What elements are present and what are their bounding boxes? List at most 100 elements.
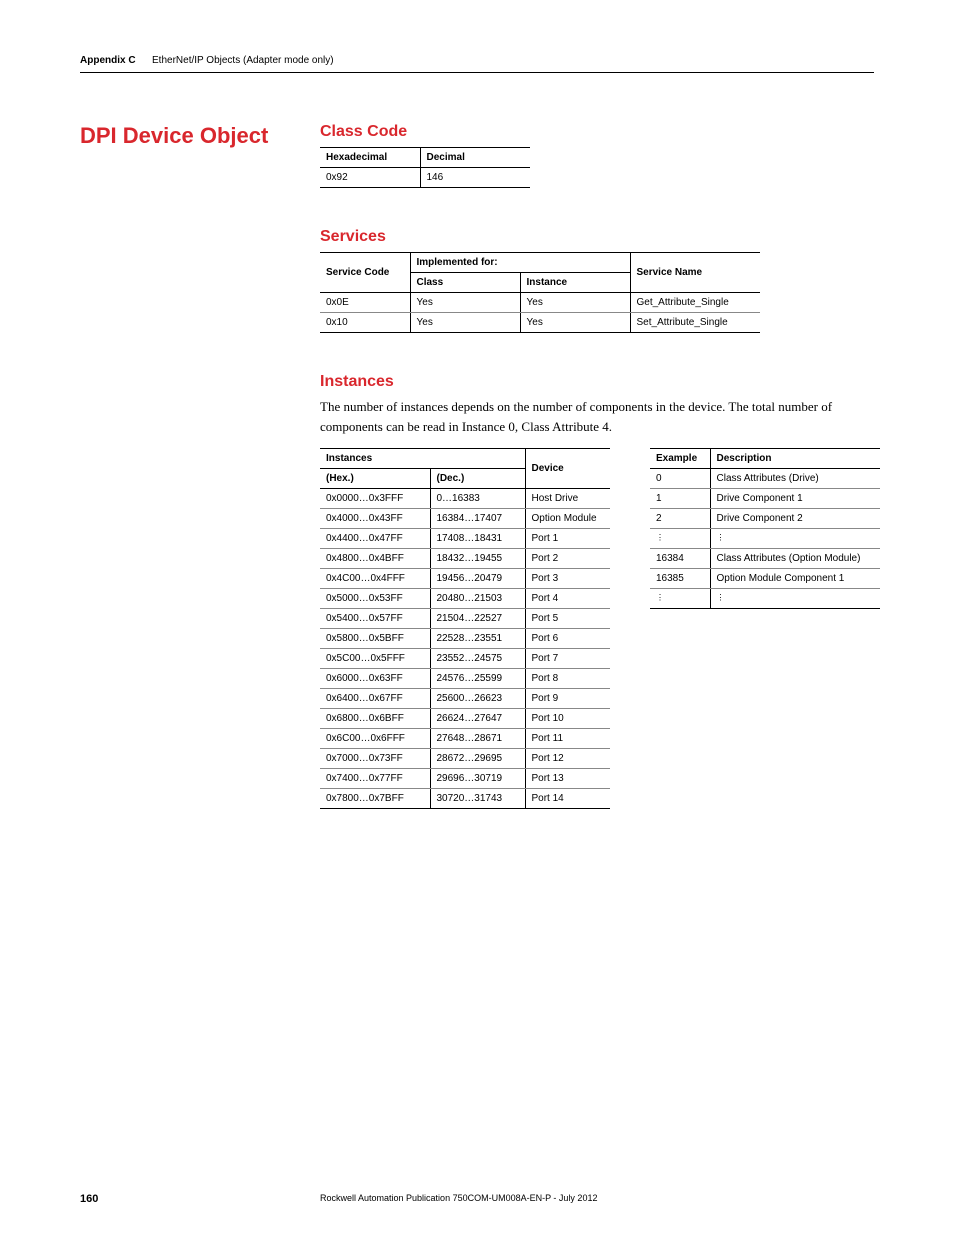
appendix-label: Appendix C	[80, 55, 136, 66]
table-cell: Class Attributes (Option Module)	[710, 549, 880, 569]
table-header: Description	[710, 449, 880, 469]
page-number: 160	[80, 1193, 320, 1205]
table-cell: 17408…18431	[430, 529, 525, 549]
page-title: DPI Device Object	[80, 123, 320, 149]
instances-body-text: The number of instances depends on the n…	[320, 397, 880, 436]
table-cell: 0x6400…0x67FF	[320, 689, 430, 709]
page-footer: 160 Rockwell Automation Publication 750C…	[80, 1193, 874, 1205]
table-cell: 0x6000…0x63FF	[320, 669, 430, 689]
table-header: Service Code	[320, 253, 410, 293]
table-cell: 20480…21503	[430, 589, 525, 609]
table-header: Instances	[320, 449, 525, 469]
table-cell: Drive Component 2	[710, 509, 880, 529]
table-cell: Port 1	[525, 529, 610, 549]
table-cell: 28672…29695	[430, 749, 525, 769]
table-cell: 22528…23551	[430, 629, 525, 649]
table-cell: 0x5400…0x57FF	[320, 609, 430, 629]
table-header: Example	[650, 449, 710, 469]
table-cell: Option Module Component 1	[710, 569, 880, 589]
table-cell: 16385	[650, 569, 710, 589]
table-cell: 0x92	[320, 168, 420, 188]
table-cell: Port 6	[525, 629, 610, 649]
appendix-title: EtherNet/IP Objects (Adapter mode only)	[152, 55, 334, 66]
table-cell: 0x6C00…0x6FFF	[320, 729, 430, 749]
table-cell: 146	[420, 168, 530, 188]
table-cell: Option Module	[525, 509, 610, 529]
services-heading: Services	[320, 228, 880, 246]
table-cell: 18432…19455	[430, 549, 525, 569]
table-cell: Port 10	[525, 709, 610, 729]
table-cell: Port 2	[525, 549, 610, 569]
table-cell: 0x7400…0x77FF	[320, 769, 430, 789]
table-cell: Port 13	[525, 769, 610, 789]
table-cell: ⋮	[650, 589, 710, 609]
table-cell: 0x0E	[320, 293, 410, 313]
class-code-table: Hexadecimal Decimal 0x92 146	[320, 147, 530, 188]
table-cell: 0x4000…0x43FF	[320, 509, 430, 529]
table-cell: Yes	[520, 293, 630, 313]
table-cell: 19456…20479	[430, 569, 525, 589]
instances-section: Instances The number of instances depend…	[320, 373, 880, 809]
table-cell: 0x4C00…0x4FFF	[320, 569, 430, 589]
table-cell: 0	[650, 469, 710, 489]
table-cell: 0…16383	[430, 489, 525, 509]
table-cell: Yes	[410, 313, 520, 333]
table-cell: 21504…22527	[430, 609, 525, 629]
table-cell: Port 7	[525, 649, 610, 669]
table-cell: 27648…28671	[430, 729, 525, 749]
table-cell: Set_Attribute_Single	[630, 313, 760, 333]
table-cell: 0x5800…0x5BFF	[320, 629, 430, 649]
table-header: Device	[525, 449, 610, 489]
table-cell: ⋮	[650, 529, 710, 549]
table-cell: 1	[650, 489, 710, 509]
class-code-section: Class Code Hexadecimal Decimal 0x92 146	[320, 123, 880, 188]
table-cell: ⋮	[710, 589, 880, 609]
table-cell: Port 12	[525, 749, 610, 769]
table-cell: Port 11	[525, 729, 610, 749]
table-cell: 0x4800…0x4BFF	[320, 549, 430, 569]
page-header: Appendix C EtherNet/IP Objects (Adapter …	[80, 50, 874, 73]
table-header: Hexadecimal	[320, 148, 420, 168]
table-cell: Port 14	[525, 789, 610, 809]
table-cell: Port 9	[525, 689, 610, 709]
table-cell: Class Attributes (Drive)	[710, 469, 880, 489]
table-cell: Drive Component 1	[710, 489, 880, 509]
table-cell: 23552…24575	[430, 649, 525, 669]
table-header: Service Name	[630, 253, 760, 293]
table-header: Instance	[520, 273, 630, 293]
services-section: Services Service Code Implemented for: S…	[320, 228, 880, 333]
table-header: Decimal	[420, 148, 530, 168]
table-cell: 24576…25599	[430, 669, 525, 689]
instances-heading: Instances	[320, 373, 880, 391]
table-cell: 0x7800…0x7BFF	[320, 789, 430, 809]
table-cell: 0x7000…0x73FF	[320, 749, 430, 769]
table-cell: Yes	[520, 313, 630, 333]
table-cell: 26624…27647	[430, 709, 525, 729]
table-cell: Port 4	[525, 589, 610, 609]
table-header: Class	[410, 273, 520, 293]
table-cell: 16384	[650, 549, 710, 569]
table-cell: 0x0000…0x3FFF	[320, 489, 430, 509]
table-cell: Port 8	[525, 669, 610, 689]
table-cell: 0x4400…0x47FF	[320, 529, 430, 549]
table-cell: Port 5	[525, 609, 610, 629]
table-cell: 0x5000…0x53FF	[320, 589, 430, 609]
table-cell: Host Drive	[525, 489, 610, 509]
table-cell: 0x6800…0x6BFF	[320, 709, 430, 729]
table-cell: Yes	[410, 293, 520, 313]
table-cell: 29696…30719	[430, 769, 525, 789]
table-cell: 2	[650, 509, 710, 529]
table-cell: 25600…26623	[430, 689, 525, 709]
table-cell: Get_Attribute_Single	[630, 293, 760, 313]
table-cell: ⋮	[710, 529, 880, 549]
class-code-heading: Class Code	[320, 123, 880, 141]
services-table: Service Code Implemented for: Service Na…	[320, 252, 760, 333]
table-header: (Dec.)	[430, 469, 525, 489]
table-cell: 30720…31743	[430, 789, 525, 809]
table-cell: Port 3	[525, 569, 610, 589]
example-table: Example Description 0Class Attributes (D…	[650, 448, 880, 609]
table-cell: 16384…17407	[430, 509, 525, 529]
table-cell: 0x10	[320, 313, 410, 333]
table-header: (Hex.)	[320, 469, 430, 489]
table-cell: 0x5C00…0x5FFF	[320, 649, 430, 669]
